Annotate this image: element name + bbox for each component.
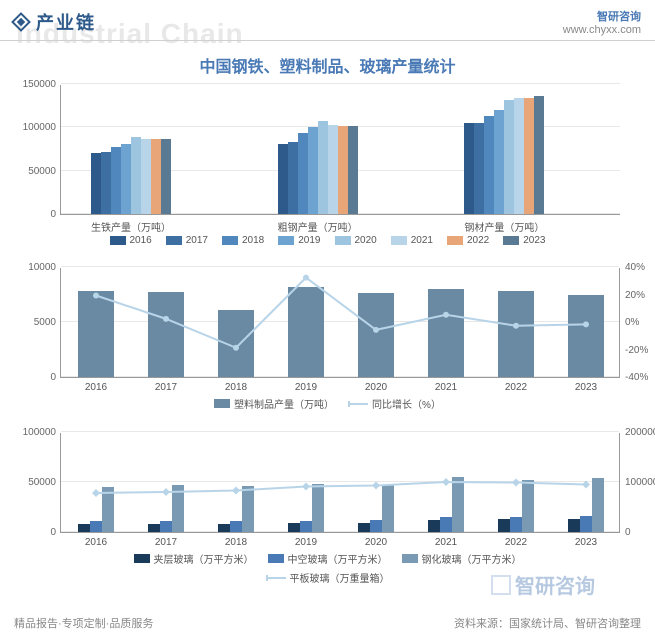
bar bbox=[514, 98, 524, 214]
bar bbox=[524, 98, 534, 214]
bar bbox=[161, 139, 171, 214]
bar bbox=[288, 142, 298, 214]
bar bbox=[464, 123, 474, 214]
footer-right: 资料来源：国家统计局、智研咨询整理 bbox=[454, 615, 641, 631]
bar bbox=[288, 523, 300, 532]
bar bbox=[121, 144, 131, 214]
bar bbox=[102, 487, 114, 532]
bar bbox=[382, 485, 394, 532]
bar bbox=[78, 291, 114, 377]
bar bbox=[172, 485, 184, 532]
bar bbox=[484, 116, 494, 214]
header: 产业链 智研咨询 www.chyxx.com bbox=[0, 0, 655, 41]
diamond-icon bbox=[11, 12, 31, 32]
watermark-icon bbox=[491, 575, 511, 595]
bar bbox=[91, 153, 101, 214]
bar bbox=[474, 123, 484, 214]
bar bbox=[151, 139, 161, 214]
bar bbox=[370, 520, 382, 532]
bar bbox=[580, 516, 592, 532]
bar bbox=[141, 139, 151, 214]
bar bbox=[131, 137, 141, 214]
bar bbox=[312, 484, 324, 532]
bar bbox=[504, 100, 514, 214]
bar bbox=[338, 126, 348, 214]
brand-url: www.chyxx.com bbox=[563, 24, 641, 36]
bar bbox=[78, 524, 90, 532]
bar bbox=[568, 519, 580, 533]
bar bbox=[592, 478, 604, 532]
bar bbox=[440, 517, 452, 532]
bar bbox=[230, 521, 242, 532]
bar bbox=[101, 152, 111, 214]
bar bbox=[288, 287, 324, 377]
watermark: 智研咨询 bbox=[491, 570, 595, 599]
footer-left: 精品报告·专项定制·品质服务 bbox=[14, 615, 153, 631]
bar bbox=[428, 520, 440, 532]
brand-name: 智研咨询 bbox=[563, 8, 641, 24]
bar bbox=[318, 121, 328, 214]
bar bbox=[160, 521, 172, 533]
bar bbox=[111, 147, 121, 214]
chart-glass: 0500001000000100000200000201620172018201… bbox=[20, 433, 635, 585]
bar bbox=[498, 519, 510, 532]
bar bbox=[90, 521, 102, 532]
bar bbox=[428, 289, 464, 377]
bar bbox=[534, 96, 544, 214]
chart-plastic: 0500010000-40%-20%0%20%40%20162017201820… bbox=[20, 268, 635, 411]
bar bbox=[328, 125, 338, 214]
bar bbox=[348, 126, 358, 214]
header-title: 产业链 bbox=[36, 9, 96, 35]
bar bbox=[298, 133, 308, 214]
brand-block: 智研咨询 www.chyxx.com bbox=[563, 8, 641, 36]
bar bbox=[568, 295, 604, 378]
bar bbox=[218, 524, 230, 533]
bar bbox=[358, 293, 394, 377]
bar bbox=[278, 144, 288, 214]
chart-steel: 050000100000150000生铁产量（万吨）粗钢产量（万吨）钢材产量（万… bbox=[20, 85, 635, 246]
bar bbox=[148, 524, 160, 533]
bar bbox=[494, 110, 504, 214]
bar bbox=[452, 477, 464, 532]
bar bbox=[300, 521, 312, 533]
bar bbox=[242, 486, 254, 532]
bar bbox=[218, 310, 254, 377]
bar bbox=[510, 517, 522, 533]
bar bbox=[522, 480, 534, 532]
bar bbox=[148, 292, 184, 377]
main-title: 中国钢铁、塑料制品、玻璃产量统计 bbox=[0, 53, 655, 77]
bar bbox=[498, 291, 534, 377]
bar bbox=[358, 523, 370, 533]
bar bbox=[308, 127, 318, 214]
footer: 精品报告·专项定制·品质服务 资料来源：国家统计局、智研咨询整理 bbox=[14, 615, 641, 631]
